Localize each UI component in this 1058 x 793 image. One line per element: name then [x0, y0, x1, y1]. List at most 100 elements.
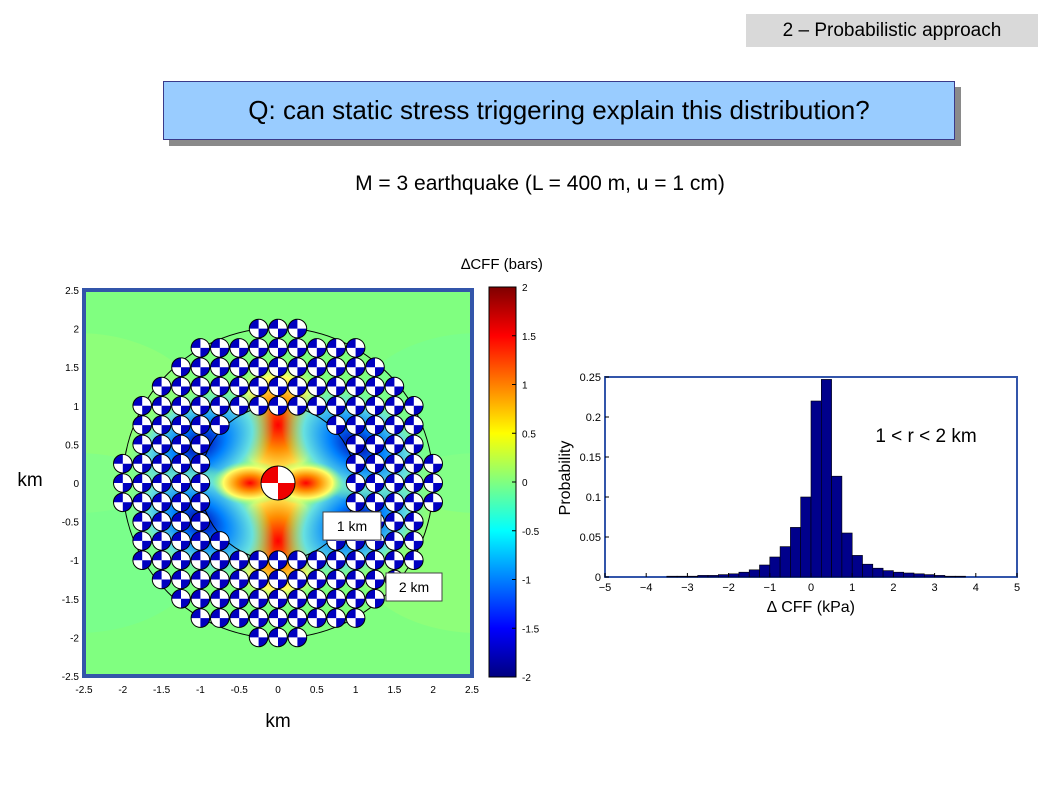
receiver-focal-mechanism — [345, 608, 366, 628]
histogram-bar — [903, 572, 915, 578]
receiver-focal-mechanism — [404, 531, 424, 551]
receiver-focal-mechanism — [113, 492, 133, 513]
receiver-focal-mechanism — [404, 492, 424, 513]
receiver-focal-mechanism — [190, 608, 211, 628]
receiver-focal-mechanism — [151, 569, 172, 590]
receiver-focal-mechanism — [248, 376, 269, 397]
histogram-x-tick-label: −1 — [764, 582, 777, 594]
histogram-bar — [800, 496, 812, 578]
receiver-focal-mechanism — [268, 627, 288, 648]
receiver-focal-mechanism — [229, 338, 249, 358]
receiver-focal-mechanism — [248, 550, 269, 571]
receiver-focal-mechanism — [404, 415, 424, 435]
receiver-focal-mechanism — [171, 396, 191, 416]
colorbar-tick-label: -1.5 — [522, 624, 540, 635]
histogram-bar — [841, 532, 853, 578]
receiver-focal-mechanism — [268, 396, 288, 416]
receiver-focal-mechanism — [345, 589, 366, 609]
receiver-focal-mechanism — [287, 608, 308, 628]
histogram-x-tick-label: 0 — [808, 582, 814, 594]
receiver-focal-mechanism — [404, 550, 424, 571]
receiver-focal-mechanism — [345, 492, 366, 513]
receiver-focal-mechanism — [190, 453, 211, 474]
receiver-focal-mechanism — [268, 376, 288, 397]
receiver-focal-mechanism — [248, 627, 269, 648]
receiver-focal-mechanism — [326, 357, 347, 377]
map-y-tick-label: 2 — [73, 325, 79, 336]
histogram-x-tick-label: −4 — [640, 582, 653, 594]
receiver-focal-mechanism — [171, 511, 191, 532]
map-x-tick-label: -2 — [118, 685, 127, 696]
receiver-focal-mechanism — [287, 396, 308, 416]
receiver-focal-mechanism — [423, 492, 444, 513]
receiver-focal-mechanism — [384, 415, 405, 435]
receiver-focal-mechanism — [404, 396, 424, 416]
receiver-focal-mechanism — [268, 318, 288, 339]
receiver-focal-mechanism — [384, 531, 405, 551]
histogram-x-tick-label: −2 — [722, 582, 735, 594]
histogram-bar — [872, 567, 884, 578]
colorbar-tick-label: 0.5 — [522, 429, 536, 440]
receiver-focal-mechanism — [268, 338, 288, 358]
receiver-focal-mechanism — [151, 511, 172, 532]
receiver-focal-mechanism — [210, 531, 230, 551]
receiver-focal-mechanism — [190, 357, 211, 377]
histogram-bar — [707, 575, 719, 578]
receiver-focal-mechanism — [151, 492, 172, 513]
histogram-y-axis-label: Probability — [557, 441, 574, 516]
receiver-focal-mechanism — [384, 473, 405, 493]
receiver-focal-mechanism — [132, 511, 152, 532]
receiver-focal-mechanism — [171, 492, 191, 513]
receiver-focal-mechanism — [326, 396, 347, 416]
map-y-axis-label: km — [17, 470, 42, 491]
histogram-y-tick-label: 0.15 — [580, 452, 601, 464]
receiver-focal-mechanism — [190, 415, 211, 435]
histogram-figure: −5 −4 −3 −2 −1 0 1 2 3 4 5 0 0.05 0.1 0.15 0.2 0.25 1 < … — [557, 372, 1020, 616]
map-x-tick-label: 0.5 — [310, 685, 324, 696]
receiver-focal-mechanism — [190, 492, 211, 513]
receiver-focal-mechanism — [365, 550, 385, 571]
receiver-focal-mechanism — [365, 357, 385, 377]
receiver-focal-mechanism — [171, 550, 191, 571]
receiver-focal-mechanism — [113, 473, 133, 493]
colorbar-tick-label: -0.5 — [522, 527, 540, 538]
map-y-tick-label: 1.5 — [65, 363, 79, 374]
histogram-bar — [954, 575, 966, 578]
map-y-tick-label: 2.5 — [65, 286, 79, 297]
receiver-focal-mechanism — [229, 569, 249, 590]
receiver-focal-mechanism — [210, 608, 230, 628]
histogram-annotation: 1 < r < 2 km — [875, 426, 976, 447]
receiver-focal-mechanism — [171, 569, 191, 590]
histogram-bar — [748, 569, 760, 578]
histogram-bar — [728, 573, 740, 578]
map-y-tick-label: -0.5 — [62, 518, 80, 529]
receiver-focal-mechanism — [248, 338, 269, 358]
receiver-focal-mechanism — [404, 453, 424, 474]
receiver-focal-mechanism — [307, 569, 327, 590]
receiver-focal-mechanism — [190, 589, 211, 609]
receiver-focal-mechanism — [404, 511, 424, 532]
receiver-focal-mechanism — [287, 376, 308, 397]
inner-radius-label: 1 km — [322, 511, 382, 541]
map-x-tick-label: -0.5 — [231, 685, 249, 696]
question-box: Q: can static stress triggering explain … — [163, 81, 955, 140]
receiver-focal-mechanism — [171, 453, 191, 474]
map-y-tick-label: -1.5 — [62, 595, 80, 606]
receiver-focal-mechanism — [190, 434, 211, 455]
colorbar-tick-label: 2 — [522, 283, 528, 294]
svg-text:2 km: 2 km — [399, 579, 429, 595]
receiver-focal-mechanism — [307, 357, 327, 377]
histogram-y-tick-label: 0.05 — [580, 532, 601, 544]
receiver-focal-mechanism — [268, 569, 288, 590]
subtitle: M = 3 earthquake (L = 400 m, u = 1 cm) — [355, 172, 725, 195]
receiver-focal-mechanism — [229, 396, 249, 416]
receiver-focal-mechanism — [307, 338, 327, 358]
receiver-focal-mechanism — [287, 589, 308, 609]
receiver-focal-mechanism — [248, 569, 269, 590]
receiver-focal-mechanism — [210, 396, 230, 416]
receiver-focal-mechanism — [229, 376, 249, 397]
map-y-tick-label: 0.5 — [65, 440, 79, 451]
receiver-focal-mechanism — [384, 492, 405, 513]
map-y-tick-label: 0 — [73, 479, 79, 490]
map-x-tick-label: 1 — [353, 685, 359, 696]
